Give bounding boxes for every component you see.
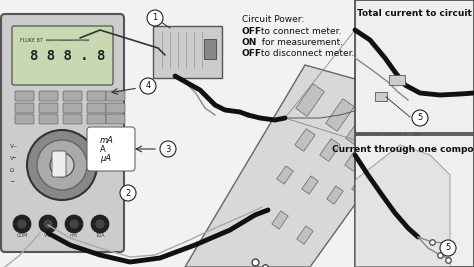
Text: V─: V─ (10, 156, 17, 161)
FancyBboxPatch shape (12, 26, 113, 85)
Polygon shape (185, 65, 430, 267)
FancyBboxPatch shape (403, 172, 427, 198)
FancyBboxPatch shape (52, 151, 66, 177)
FancyBboxPatch shape (63, 91, 82, 101)
Text: A: A (100, 145, 106, 154)
FancyBboxPatch shape (408, 152, 432, 178)
Circle shape (17, 219, 27, 229)
FancyBboxPatch shape (1, 14, 124, 252)
Text: ─: ─ (10, 180, 13, 185)
FancyBboxPatch shape (326, 99, 355, 131)
Circle shape (27, 130, 97, 200)
Circle shape (95, 219, 105, 229)
FancyBboxPatch shape (352, 176, 368, 194)
Text: 3: 3 (165, 144, 171, 154)
Circle shape (37, 140, 87, 190)
FancyBboxPatch shape (277, 166, 293, 184)
FancyBboxPatch shape (345, 149, 365, 171)
FancyBboxPatch shape (355, 0, 474, 133)
FancyBboxPatch shape (372, 191, 388, 209)
Text: to disconnect meter.: to disconnect meter. (258, 49, 355, 58)
FancyBboxPatch shape (375, 92, 387, 101)
FancyBboxPatch shape (15, 91, 34, 101)
FancyBboxPatch shape (153, 26, 222, 78)
Circle shape (50, 153, 74, 177)
Text: mA: mA (100, 136, 114, 145)
Text: to connect meter.: to connect meter. (258, 27, 341, 36)
FancyBboxPatch shape (15, 103, 34, 113)
FancyBboxPatch shape (15, 114, 34, 124)
Text: Current through one component: Current through one component (332, 144, 474, 154)
FancyBboxPatch shape (297, 226, 313, 244)
FancyBboxPatch shape (295, 129, 315, 151)
FancyBboxPatch shape (302, 176, 318, 194)
Circle shape (140, 78, 156, 94)
Text: 5: 5 (446, 244, 451, 253)
Text: 5: 5 (418, 113, 423, 123)
FancyBboxPatch shape (385, 119, 405, 141)
Text: ON: ON (242, 38, 257, 47)
FancyBboxPatch shape (296, 84, 324, 116)
Text: V~: V~ (10, 144, 18, 149)
Circle shape (13, 215, 31, 233)
Circle shape (69, 219, 79, 229)
Text: μA: μA (100, 154, 111, 163)
Circle shape (440, 240, 456, 256)
Text: 8 8 8 . 8: 8 8 8 . 8 (30, 49, 105, 63)
FancyBboxPatch shape (365, 89, 394, 121)
Text: OFF: OFF (242, 27, 262, 36)
FancyBboxPatch shape (87, 103, 106, 113)
Text: OFF: OFF (242, 49, 262, 58)
Text: 4: 4 (146, 81, 151, 91)
FancyBboxPatch shape (272, 211, 288, 229)
Circle shape (147, 10, 163, 26)
Text: mA: mA (70, 233, 78, 238)
Text: COM: COM (16, 233, 27, 238)
Circle shape (412, 110, 428, 126)
FancyBboxPatch shape (403, 132, 427, 158)
Text: 2: 2 (126, 189, 131, 198)
Text: 10A: 10A (95, 233, 105, 238)
FancyBboxPatch shape (327, 186, 343, 204)
Circle shape (160, 141, 176, 157)
FancyBboxPatch shape (389, 75, 405, 85)
Text: FLUKE 87  ═══════════════: FLUKE 87 ═══════════════ (20, 38, 89, 43)
Text: Ω: Ω (10, 168, 14, 173)
FancyBboxPatch shape (87, 114, 106, 124)
FancyBboxPatch shape (355, 135, 474, 267)
Circle shape (43, 219, 53, 229)
FancyBboxPatch shape (106, 114, 125, 124)
Circle shape (65, 215, 83, 233)
Text: 1: 1 (152, 14, 158, 22)
FancyBboxPatch shape (346, 114, 374, 146)
FancyBboxPatch shape (320, 139, 340, 161)
FancyBboxPatch shape (106, 103, 125, 113)
FancyBboxPatch shape (39, 114, 58, 124)
FancyBboxPatch shape (39, 91, 58, 101)
Text: for measurement.: for measurement. (256, 38, 343, 47)
Text: V·Ω: V·Ω (44, 233, 52, 238)
FancyBboxPatch shape (204, 39, 216, 59)
Text: Circuit Power:: Circuit Power: (242, 15, 304, 24)
FancyBboxPatch shape (63, 114, 82, 124)
FancyBboxPatch shape (87, 127, 135, 171)
FancyBboxPatch shape (392, 161, 408, 179)
Circle shape (91, 215, 109, 233)
Circle shape (39, 215, 57, 233)
FancyBboxPatch shape (87, 91, 106, 101)
FancyBboxPatch shape (63, 103, 82, 113)
FancyBboxPatch shape (365, 134, 385, 156)
FancyBboxPatch shape (39, 103, 58, 113)
Circle shape (120, 185, 136, 201)
Text: Total current to circuit: Total current to circuit (357, 10, 472, 18)
FancyBboxPatch shape (106, 91, 125, 101)
Polygon shape (355, 145, 450, 267)
